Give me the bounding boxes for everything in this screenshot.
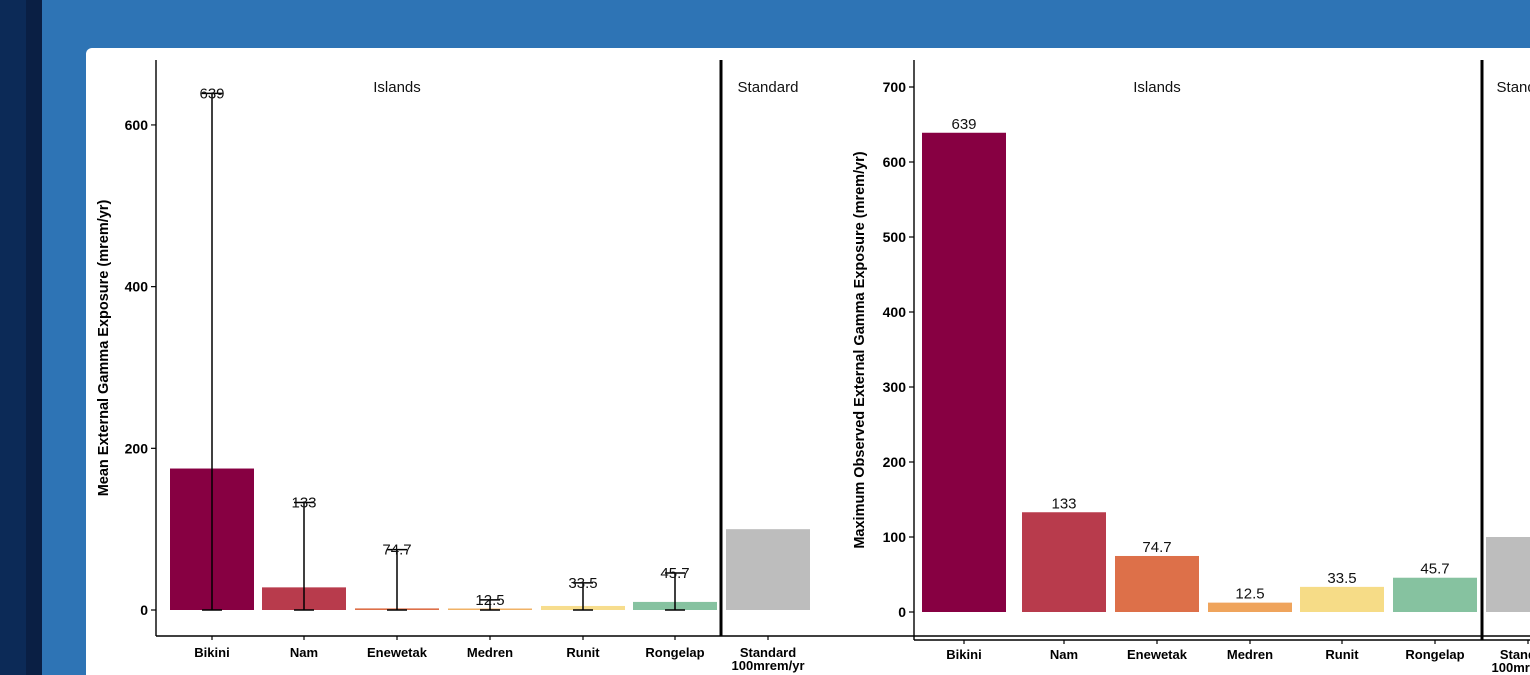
chart2-facet-label-standard: Standard — [1497, 79, 1530, 96]
chart2-data-label: 33.5 — [1327, 570, 1356, 587]
chart1-data-label: 133 — [291, 494, 316, 511]
chart1-facet-label-standard: Standard — [738, 79, 799, 96]
chart1-x-tick-label: 100mrem/yr — [732, 658, 805, 673]
chart1-x-tick-label: Enewetak — [367, 645, 428, 660]
chart1-y-tick-label: 200 — [125, 440, 149, 456]
chart1-x-tick-label: Rongelap — [645, 645, 704, 660]
chart2-data-label: 639 — [951, 116, 976, 133]
chart1-y-tick-label: 0 — [140, 602, 148, 618]
chart1-x-tick-label: Bikini — [194, 645, 229, 660]
chart2-x-tick-label: Enewetak — [1127, 647, 1188, 662]
left-rail-edge — [26, 0, 42, 675]
chart2-bar — [1486, 537, 1530, 612]
chart2-data-label: 45.7 — [1420, 561, 1449, 578]
chart2-y-tick-label: 200 — [883, 454, 907, 470]
chart2-y-tick-label: 500 — [883, 229, 907, 245]
chart2-y-tick-label: 700 — [883, 79, 907, 95]
chart2-bar — [1300, 586, 1384, 612]
chart2-bar — [1115, 555, 1199, 612]
chart2-bar — [1022, 512, 1106, 612]
chart1-data-label: 12.5 — [475, 592, 504, 609]
chart1-x-tick-label: Nam — [290, 645, 318, 660]
chart2-bar — [922, 132, 1006, 612]
chart2-y-axis-title: Maximum Observed External Gamma Exposure… — [852, 151, 868, 548]
chart2-x-tick-label: Rongelap — [1405, 647, 1464, 662]
chart2-x-tick-label: Medren — [1227, 647, 1273, 662]
chart2-x-tick-label: Runit — [1325, 647, 1359, 662]
chart2-x-tick-label: Bikini — [946, 647, 981, 662]
chart2-x-tick-label: 100mrem/yr — [1492, 660, 1530, 675]
chart2-bar — [1208, 602, 1292, 612]
charts-svg: 0 200 400 600 Mean External Gamma Exposure (… — [96, 60, 1530, 675]
chart1-facet-label-islands: Islands — [373, 79, 421, 96]
chart1-data-label: 74.7 — [382, 542, 411, 559]
chart1-data-label: 639 — [199, 85, 224, 102]
chart2-x-tick-label: Standard — [1500, 647, 1530, 662]
chart1-y-axis-title: Mean External Gamma Exposure (mrem/yr) — [96, 200, 112, 497]
chart2-x-tick-label: Nam — [1050, 647, 1078, 662]
chart1-x-tick-label: Runit — [566, 645, 600, 660]
chart1-data-label: 45.7 — [660, 565, 689, 582]
chart1-x-tick-label: Medren — [467, 645, 513, 660]
chart2-facet-label-islands: Islands — [1133, 79, 1181, 96]
chart1-y-tick-label: 400 — [125, 279, 149, 295]
chart1-bar — [726, 529, 810, 610]
chart2-bar — [1393, 577, 1477, 612]
chart2-data-label: 74.7 — [1142, 539, 1171, 556]
chart2-y-tick-label: 600 — [883, 154, 907, 170]
chart2-y-tick-label: 100 — [883, 529, 907, 545]
chart1-data-label: 33.5 — [568, 575, 597, 592]
chart2-y-tick-label: 300 — [883, 379, 907, 395]
chart2-data-label: 133 — [1051, 495, 1076, 512]
chart1-y-tick-label: 600 — [125, 117, 149, 133]
chart1-x-tick-label: Standard — [740, 645, 796, 660]
chart2-data-label: 12.5 — [1235, 586, 1264, 603]
chart2-y-tick-label: 0 — [898, 604, 906, 620]
chart-panel: 0 200 400 600 Mean External Gamma Exposure (… — [86, 48, 1530, 675]
chart2-y-tick-label: 400 — [883, 304, 907, 320]
